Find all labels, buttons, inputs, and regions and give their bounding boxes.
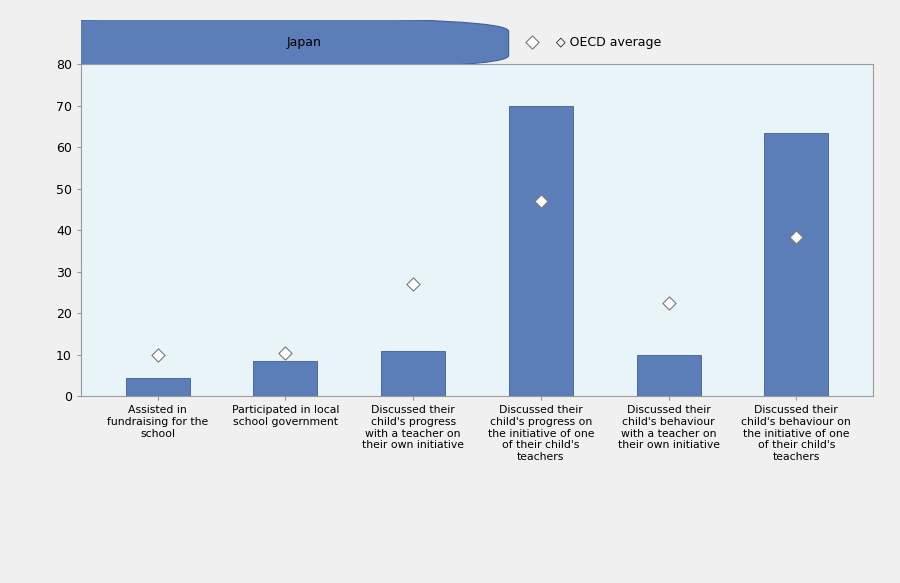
Text: ◇ OECD average: ◇ OECD average [556,36,662,49]
Bar [636,355,700,396]
Bar [508,106,572,396]
Point [150,350,165,360]
Bar [126,378,190,396]
Text: Japan: Japan [287,36,322,49]
Point [789,232,804,241]
Point [278,348,293,357]
Point [526,37,540,47]
Point [534,196,548,206]
FancyBboxPatch shape [0,18,508,68]
Bar [254,361,318,396]
Bar [764,133,828,396]
Point [406,280,420,289]
Point [662,298,676,308]
Bar [382,351,446,396]
